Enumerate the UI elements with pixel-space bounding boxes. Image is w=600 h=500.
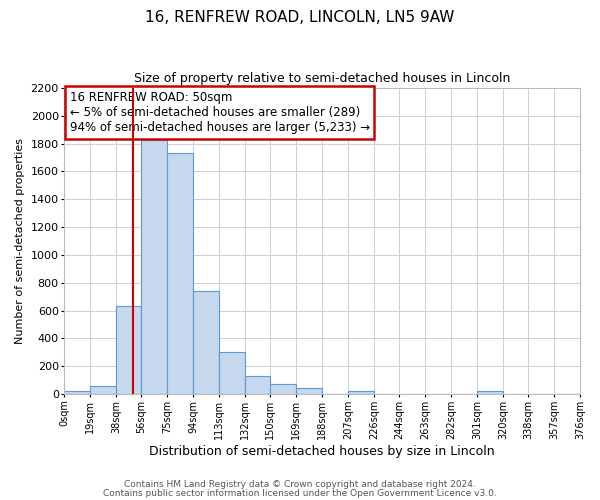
Bar (348, 390, 374, 394)
Bar (220, 352, 245, 394)
Bar (270, 384, 296, 394)
Bar (477, 391, 503, 394)
Bar (296, 388, 322, 394)
Bar (167, 154, 193, 394)
Text: 16 RENFREW ROAD: 50sqm
← 5% of semi-detached houses are smaller (289)
94% of sem: 16 RENFREW ROAD: 50sqm ← 5% of semi-deta… (70, 91, 370, 134)
Bar (141, 140, 167, 394)
Text: Contains public sector information licensed under the Open Government Licence v3: Contains public sector information licen… (103, 488, 497, 498)
Y-axis label: Number of semi-detached properties: Number of semi-detached properties (15, 138, 25, 344)
Bar (193, 291, 220, 394)
Title: Size of property relative to semi-detached houses in Lincoln: Size of property relative to semi-detach… (134, 72, 511, 86)
Bar (64, 391, 91, 394)
X-axis label: Distribution of semi-detached houses by size in Lincoln: Distribution of semi-detached houses by … (149, 444, 495, 458)
Bar (116, 306, 141, 394)
Text: 16, RENFREW ROAD, LINCOLN, LN5 9AW: 16, RENFREW ROAD, LINCOLN, LN5 9AW (145, 10, 455, 25)
Bar (91, 386, 116, 394)
Text: Contains HM Land Registry data © Crown copyright and database right 2024.: Contains HM Land Registry data © Crown c… (124, 480, 476, 489)
Bar (245, 376, 270, 394)
